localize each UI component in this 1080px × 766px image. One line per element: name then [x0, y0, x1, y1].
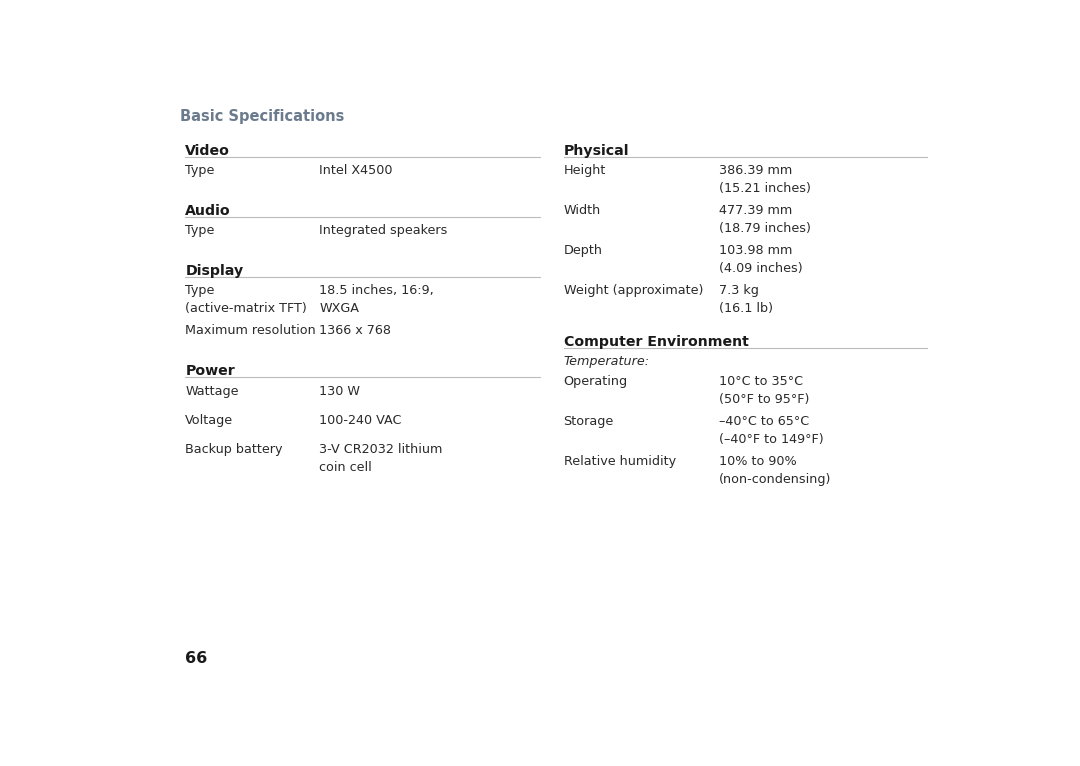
- Text: 386.39 mm
(15.21 inches): 386.39 mm (15.21 inches): [718, 164, 810, 195]
- Text: Wattage: Wattage: [186, 385, 239, 398]
- Text: 18.5 inches, 16:9,
WXGA: 18.5 inches, 16:9, WXGA: [320, 284, 434, 315]
- Text: –40°C to 65°C
(–40°F to 149°F): –40°C to 65°C (–40°F to 149°F): [718, 415, 823, 446]
- Text: Height: Height: [564, 164, 606, 177]
- Text: Backup battery: Backup battery: [186, 443, 283, 456]
- Text: 103.98 mm
(4.09 inches): 103.98 mm (4.09 inches): [718, 244, 802, 275]
- Text: Audio: Audio: [186, 205, 231, 218]
- Text: 1366 x 768: 1366 x 768: [320, 325, 391, 338]
- Text: Temperature:: Temperature:: [564, 355, 649, 368]
- Text: Power: Power: [186, 365, 235, 378]
- Text: Type: Type: [186, 164, 215, 177]
- Text: Depth: Depth: [564, 244, 603, 257]
- Text: 7.3 kg
(16.1 lb): 7.3 kg (16.1 lb): [718, 284, 772, 315]
- Text: Basic Specifications: Basic Specifications: [180, 109, 345, 124]
- Text: 3-V CR2032 lithium
coin cell: 3-V CR2032 lithium coin cell: [320, 443, 443, 473]
- Text: 10% to 90%
(non-condensing): 10% to 90% (non-condensing): [718, 455, 831, 486]
- Text: 10°C to 35°C
(50°F to 95°F): 10°C to 35°C (50°F to 95°F): [718, 375, 809, 406]
- Text: 66: 66: [186, 651, 207, 666]
- Text: 130 W: 130 W: [320, 385, 361, 398]
- Text: 100-240 VAC: 100-240 VAC: [320, 414, 402, 427]
- Text: Type
(active-matrix TFT): Type (active-matrix TFT): [186, 284, 307, 315]
- Text: Weight (approximate): Weight (approximate): [564, 284, 703, 297]
- Text: Computer Environment: Computer Environment: [564, 336, 748, 349]
- Text: 477.39 mm
(18.79 inches): 477.39 mm (18.79 inches): [718, 205, 810, 235]
- Text: Voltage: Voltage: [186, 414, 233, 427]
- Text: Integrated speakers: Integrated speakers: [320, 224, 448, 237]
- Text: Display: Display: [186, 264, 244, 278]
- Text: Intel X4500: Intel X4500: [320, 164, 393, 177]
- Text: Physical: Physical: [564, 144, 629, 159]
- Text: Width: Width: [564, 205, 600, 218]
- Text: Operating: Operating: [564, 375, 627, 388]
- Text: Type: Type: [186, 224, 215, 237]
- Text: Maximum resolution: Maximum resolution: [186, 325, 316, 338]
- Text: Relative humidity: Relative humidity: [564, 455, 676, 468]
- Text: Video: Video: [186, 144, 230, 159]
- Text: Storage: Storage: [564, 415, 613, 428]
